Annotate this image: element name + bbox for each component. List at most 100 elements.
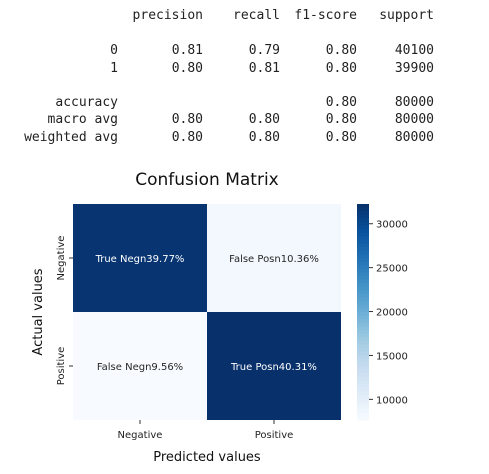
- x-tick-label: Negative: [118, 430, 163, 441]
- colorbar-segment: [357, 301, 369, 306]
- report-cell-precision: 0.80: [171, 61, 203, 76]
- colorbar-segment: [357, 358, 369, 363]
- report-cell-f1: 0.80: [325, 61, 357, 76]
- colorbar-segment: [357, 409, 369, 414]
- colorbar-segment: [357, 265, 369, 270]
- colorbar-segment: [357, 416, 369, 421]
- colorbar-segment: [357, 333, 369, 338]
- colorbar-segment: [357, 380, 369, 385]
- colorbar-segment: [357, 243, 369, 248]
- colorbar-segment: [357, 398, 369, 403]
- header-recall: recall: [233, 8, 280, 23]
- report-cell-support: 40100: [394, 43, 434, 58]
- report-cell-support: 80000: [394, 130, 434, 145]
- colorbar-segment: [357, 348, 369, 353]
- colorbar-segment: [357, 290, 369, 295]
- cell-annotation: False Negn9.56%: [97, 362, 183, 373]
- header-precision: precision: [132, 8, 203, 23]
- x-tick-label: Positive: [255, 430, 294, 441]
- colorbar-segment: [357, 351, 369, 356]
- colorbar-tick-label: 10000: [376, 395, 408, 406]
- report-cell-support: 39900: [394, 61, 434, 76]
- colorbar-segment: [357, 312, 369, 317]
- colorbar-segment: [357, 279, 369, 284]
- y-tick-label: Positive: [56, 347, 67, 386]
- header-support: support: [379, 8, 434, 23]
- report-cell-f1: 0.80: [325, 112, 357, 127]
- report-cell-precision: 0.80: [171, 130, 203, 145]
- report-cell-recall: 0.80: [248, 112, 280, 127]
- colorbar-segment: [357, 376, 369, 381]
- report-row-label: accuracy: [55, 95, 118, 110]
- confusion-matrix-figure: Confusion Matrix True Negn39.77% False Pos…: [31, 170, 408, 465]
- colorbar-segment: [357, 402, 369, 407]
- colorbar-segment: [357, 304, 369, 309]
- colorbar-segment: [357, 218, 369, 223]
- colorbar-segment: [357, 247, 369, 252]
- colorbar-segment: [357, 294, 369, 299]
- report-cell-support: 80000: [394, 95, 434, 110]
- heatmap-cell: [207, 312, 341, 420]
- y-axis-label: Actual values: [31, 268, 46, 355]
- colorbar-tick-label: 15000: [376, 351, 408, 362]
- report-cell-support: 80000: [394, 112, 434, 127]
- cell-annotation: True Posn40.31%: [230, 362, 317, 373]
- colorbar-segment: [357, 326, 369, 331]
- colorbar-segment: [357, 261, 369, 266]
- report-cell-recall: 0.81: [248, 61, 280, 76]
- colorbar-segment: [357, 315, 369, 320]
- colorbar-segment: [357, 362, 369, 367]
- colorbar-segment: [357, 330, 369, 335]
- colorbar-segment: [357, 369, 369, 374]
- colorbar-segment: [357, 286, 369, 291]
- colorbar-segment: [357, 405, 369, 410]
- colorbar-segment: [357, 272, 369, 277]
- report-cell-f1: 0.80: [325, 130, 357, 145]
- colorbar-segment: [357, 236, 369, 241]
- colorbar-segment: [357, 344, 369, 349]
- colorbar-segment: [357, 373, 369, 378]
- report-cell-f1: 0.80: [325, 43, 357, 58]
- cell-annotation: False Posn10.36%: [229, 254, 319, 265]
- colorbar-segment: [357, 254, 369, 259]
- colorbar-segment: [357, 258, 369, 263]
- colorbar-segment: [357, 297, 369, 302]
- colorbar-segment: [357, 308, 369, 313]
- colorbar-segment: [357, 340, 369, 345]
- report-row-label: weighted avg: [24, 130, 118, 145]
- report-row-label: macro avg: [47, 112, 118, 127]
- colorbar-segment: [357, 225, 369, 230]
- colorbar-segment: [357, 384, 369, 389]
- chart-title: Confusion Matrix: [135, 170, 279, 190]
- colorbar-segment: [357, 391, 369, 396]
- colorbar-segment: [357, 412, 369, 417]
- colorbar-segment: [357, 232, 369, 237]
- colorbar-segment: [357, 250, 369, 255]
- colorbar-segment: [357, 204, 369, 209]
- colorbar-tick-label: 30000: [376, 220, 408, 231]
- colorbar-segment: [357, 319, 369, 324]
- report-cell-recall: 0.79: [248, 43, 280, 58]
- colorbar-segment: [357, 355, 369, 360]
- header-f1-score: f1-score: [294, 8, 357, 23]
- heatmap-cell: [73, 312, 207, 420]
- colorbar-segment: [357, 229, 369, 234]
- colorbar-segment: [357, 214, 369, 219]
- colorbar-segment: [357, 211, 369, 216]
- colorbar-segment: [357, 268, 369, 273]
- report-row-label: 1: [110, 61, 118, 76]
- colorbar-segment: [357, 207, 369, 212]
- colorbar-segment: [357, 387, 369, 392]
- classification-report: precision recall f1-score support 0 0.81 0…: [0, 0, 489, 160]
- x-axis-label: Predicted values: [153, 450, 261, 465]
- heatmap-cell: [73, 204, 207, 312]
- y-tick-label: Negative: [56, 236, 67, 281]
- report-cell-precision: 0.81: [171, 43, 203, 58]
- heatmap-cell: [207, 204, 341, 312]
- report-cell-f1: 0.80: [325, 95, 357, 110]
- report-cell-recall: 0.80: [248, 130, 280, 145]
- colorbar-segment: [357, 337, 369, 342]
- colorbar-tick-label: 25000: [376, 264, 408, 275]
- colorbar-segment: [357, 276, 369, 281]
- colorbar-segment: [357, 394, 369, 399]
